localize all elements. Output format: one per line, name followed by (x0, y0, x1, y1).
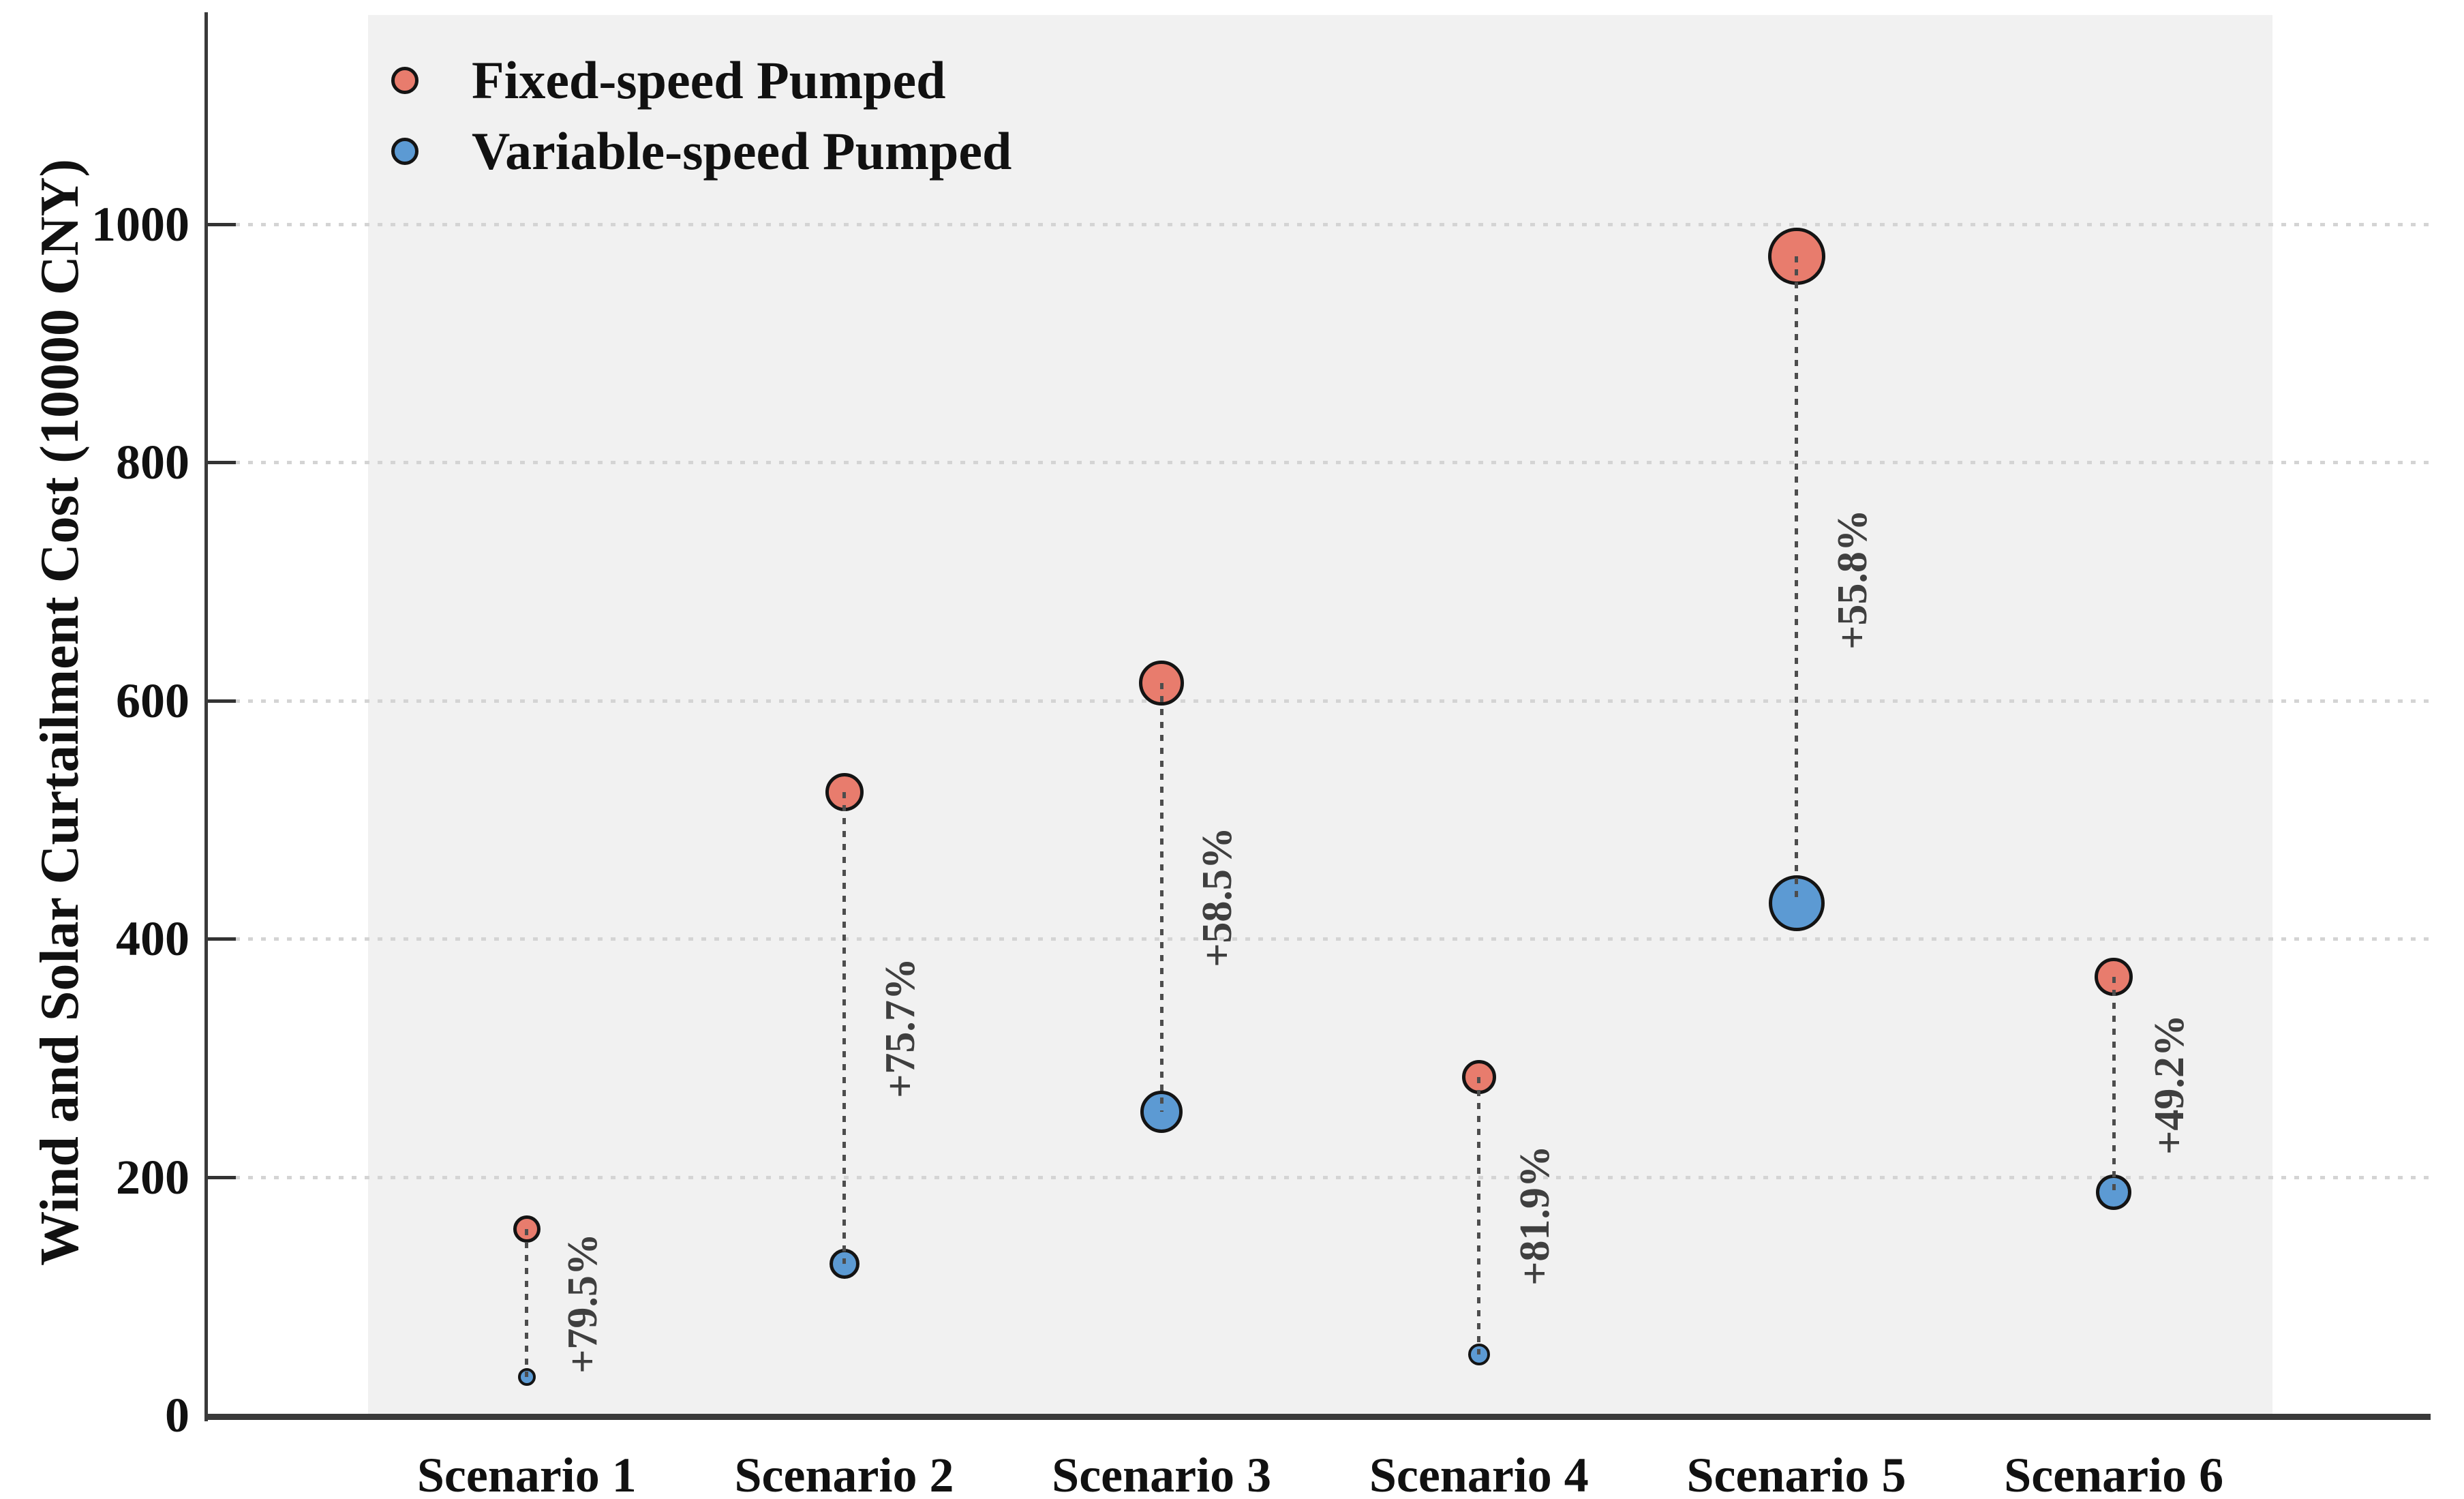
annotation-scenario-6: +49.2% (2146, 1014, 2193, 1155)
y-tick-1000 (204, 223, 236, 226)
plot-panel (368, 15, 2272, 1415)
x-axis-label-scenario-6: Scenario 6 (2004, 1448, 2224, 1499)
fixed-speed-marker-icon (391, 67, 419, 94)
annotation-scenario-5: +55.8% (1829, 509, 1876, 650)
annotation-scenario-2: +75.7% (877, 958, 924, 1099)
connector-scenario-3 (1159, 682, 1163, 1112)
y-tick-label-0: 0 (165, 1388, 189, 1442)
x-axis-label-scenario-4: Scenario 4 (1369, 1448, 1589, 1499)
connector-scenario-2 (842, 792, 846, 1265)
y-gridline-1000 (209, 223, 2431, 226)
x-axis-label-scenario-5: Scenario 5 (1686, 1448, 1906, 1499)
y-tick-600 (204, 699, 236, 703)
datapoint-variable-scenario-4 (1467, 1343, 1490, 1365)
y-gridline-400 (209, 937, 2431, 941)
x-axis-line (204, 1414, 2431, 1420)
connector-scenario-6 (2112, 977, 2116, 1193)
y-tick-label-200: 200 (116, 1149, 189, 1205)
y-axis-title: Wind and Solar Curtailment Cost (10000 C… (30, 159, 90, 1266)
y-tick-label-800: 800 (116, 435, 189, 490)
y-tick-200 (204, 1175, 236, 1179)
connector-scenario-5 (1795, 256, 1798, 903)
legend-item-variable-speed: Variable-speed Pumped (391, 125, 1012, 178)
y-gridline-800 (209, 461, 2431, 465)
variable-speed-marker-icon (391, 138, 419, 165)
annotation-scenario-4: +81.9% (1511, 1145, 1558, 1286)
y-tick-800 (204, 461, 236, 465)
y-tick-label-600: 600 (116, 673, 189, 728)
legend-label-fixed-speed: Fixed-speed Pumped (472, 50, 946, 110)
y-gridline-600 (209, 699, 2431, 703)
legend-item-fixed-speed: Fixed-speed Pumped (391, 54, 946, 107)
x-axis-label-scenario-1: Scenario 1 (416, 1448, 637, 1499)
legend-label-variable-speed: Variable-speed Pumped (472, 121, 1012, 181)
y-tick-label-1000: 1000 (91, 197, 189, 252)
y-axis-line (204, 12, 208, 1421)
x-axis-label-scenario-3: Scenario 3 (1052, 1448, 1272, 1499)
y-tick-400 (204, 937, 236, 941)
x-axis-label-scenario-2: Scenario 2 (734, 1448, 954, 1499)
annotation-scenario-1: +79.5% (559, 1232, 606, 1374)
y-gridline-200 (209, 1175, 2431, 1179)
y-tick-label-400: 400 (116, 911, 189, 967)
annotation-scenario-3: +58.5% (1194, 827, 1241, 967)
connector-scenario-1 (525, 1229, 529, 1378)
connector-scenario-4 (1477, 1076, 1481, 1354)
